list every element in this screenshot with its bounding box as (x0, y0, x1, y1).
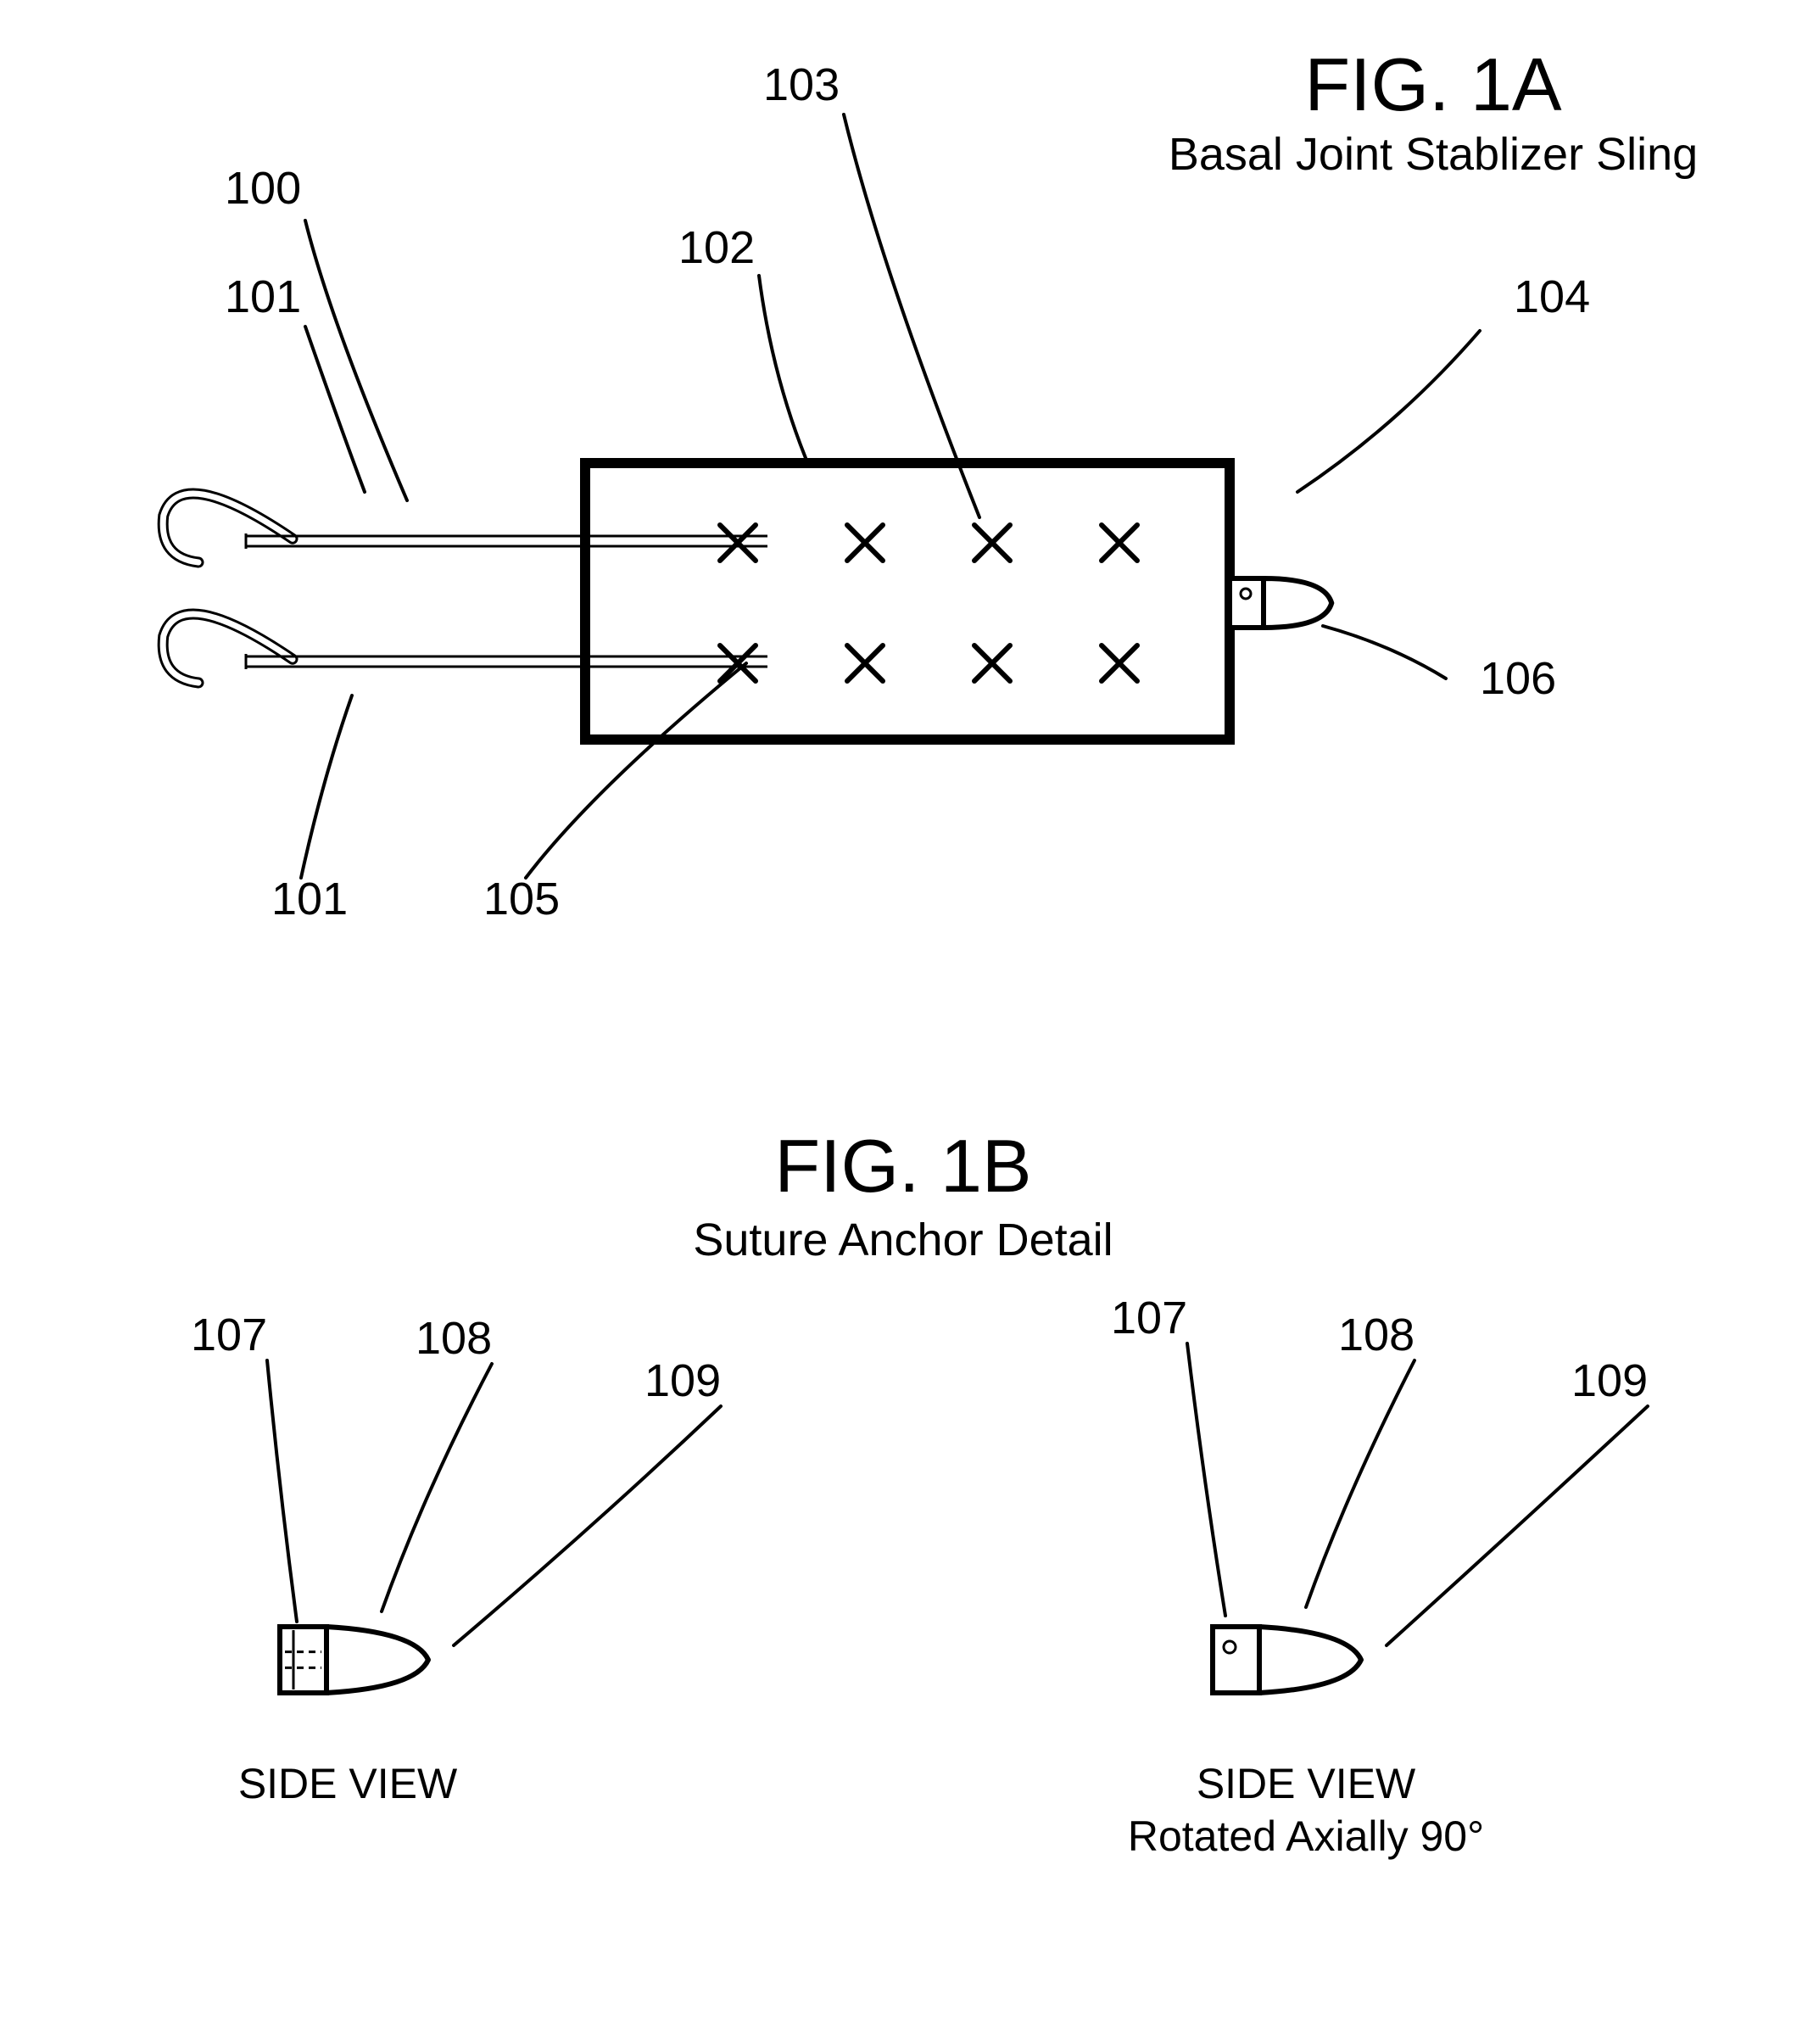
svg-text:Basal Joint Stablizer Sling: Basal Joint Stablizer Sling (1169, 129, 1698, 180)
svg-text:109: 109 (1571, 1355, 1648, 1406)
svg-text:101: 101 (271, 874, 348, 924)
svg-text:108: 108 (416, 1313, 492, 1364)
svg-text:107: 107 (191, 1310, 267, 1360)
svg-text:Rotated Axially 90°: Rotated Axially 90° (1128, 1812, 1484, 1860)
svg-text:Suture Anchor Detail: Suture Anchor Detail (693, 1215, 1113, 1265)
svg-text:105: 105 (483, 874, 560, 924)
svg-text:109: 109 (644, 1355, 721, 1406)
svg-text:106: 106 (1480, 653, 1556, 704)
svg-text:SIDE VIEW: SIDE VIEW (1197, 1760, 1416, 1807)
svg-text:107: 107 (1111, 1293, 1187, 1343)
svg-text:104: 104 (1514, 271, 1590, 322)
svg-text:100: 100 (225, 163, 301, 214)
svg-text:101: 101 (225, 271, 301, 322)
svg-text:SIDE VIEW: SIDE VIEW (238, 1760, 458, 1807)
svg-text:FIG. 1B: FIG. 1B (774, 1124, 1031, 1208)
svg-text:102: 102 (678, 222, 755, 273)
svg-text:FIG. 1A: FIG. 1A (1304, 42, 1561, 126)
svg-text:103: 103 (763, 59, 840, 110)
svg-text:108: 108 (1338, 1310, 1414, 1360)
